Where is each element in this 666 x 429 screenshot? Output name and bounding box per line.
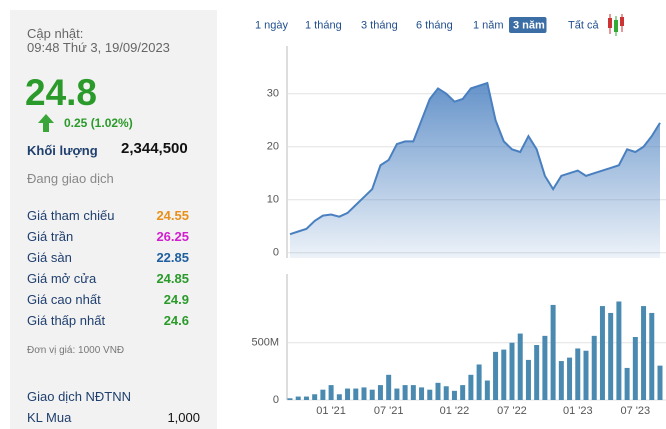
- stat-label: Giá trần: [27, 229, 74, 244]
- unit-note: Đơn vị giá: 1000 VNĐ: [27, 345, 125, 356]
- stat-label: Giá sàn: [27, 250, 72, 265]
- stat-label: Giá cao nhất: [27, 292, 101, 307]
- candle-icon: [608, 14, 624, 36]
- price-line: [289, 81, 661, 236]
- volume-bar: [657, 365, 663, 400]
- stat-value: 24.85: [156, 271, 189, 286]
- y-tick-label: 0: [273, 247, 279, 259]
- stat-value: 24.55: [156, 208, 189, 223]
- volume-bar: [287, 398, 293, 400]
- volume-bar: [312, 394, 318, 400]
- volume-bar: [377, 385, 383, 400]
- updated-time: 09:48 Thứ 3, 19/09/2023: [27, 40, 170, 55]
- volume-bar: [649, 312, 655, 400]
- tab[interactable]: 1 tháng: [305, 19, 342, 31]
- volume-value: 2,344,500: [121, 140, 188, 157]
- y-tick-label: 500M: [251, 337, 279, 349]
- volume-bar: [517, 333, 523, 400]
- volume-bar: [468, 374, 474, 400]
- volume-bar: [550, 304, 556, 400]
- volume-bar: [320, 389, 326, 400]
- volume-bar: [435, 382, 441, 400]
- info-panel: Cập nhật: 09:48 Thứ 3, 19/09/2023 24.8 0…: [10, 10, 217, 429]
- foreign-value: 1,000: [167, 410, 200, 425]
- x-tick-label: 01 '22: [440, 405, 470, 417]
- volume-bar: [427, 389, 433, 400]
- volume-label: Khối lượng: [27, 143, 98, 158]
- y-tick-label: 10: [267, 194, 279, 206]
- volume-bar: [525, 359, 531, 400]
- volume-bar: [451, 390, 457, 400]
- volume-bar: [369, 389, 375, 400]
- volume-bar: [353, 388, 359, 400]
- volume-bar: [616, 301, 622, 400]
- tab[interactable]: 1 năm: [473, 19, 504, 31]
- volume-bar: [632, 337, 638, 400]
- price-change: 0.25 (1.02%): [64, 116, 133, 130]
- status: Đang giao dịch: [27, 171, 114, 186]
- volume-bar: [419, 387, 425, 400]
- chart: 1 ngày 1 tháng 3 tháng 6 tháng 1 năm 3 năm Tất…: [251, 14, 666, 417]
- volume-bar: [501, 349, 507, 400]
- volume-bar: [558, 361, 564, 400]
- volume-bar: [493, 351, 499, 400]
- volume-bar: [402, 385, 408, 400]
- foreign-label: KL Mua: [27, 410, 72, 425]
- volume-bar: [591, 335, 597, 400]
- volume-bar: [534, 345, 540, 400]
- volume-bar: [361, 387, 367, 400]
- tab[interactable]: 3 tháng: [361, 19, 398, 31]
- x-tick-label: 07 '23: [621, 405, 651, 417]
- volume-bar: [509, 342, 515, 400]
- tab[interactable]: 1 ngày: [255, 19, 289, 31]
- tab[interactable]: Tất cả: [568, 19, 599, 31]
- x-tick-label: 01 '21: [316, 405, 346, 417]
- volume-bar: [410, 385, 416, 400]
- y-tick-label: 30: [267, 88, 279, 100]
- volume-bar: [484, 380, 490, 400]
- volume-bar: [386, 374, 392, 400]
- area-fill: [290, 83, 660, 258]
- volume-bar: [345, 388, 351, 400]
- volume-bar: [394, 388, 400, 400]
- volume-bar: [460, 385, 466, 400]
- volume-bar: [542, 335, 548, 400]
- stat-value: 24.6: [163, 313, 189, 328]
- foreign-title: Giao dịch NĐTNN: [27, 389, 132, 404]
- x-tick-label: 07 '22: [497, 405, 527, 417]
- volume-bar: [336, 394, 342, 400]
- updated-label: Cập nhật:: [27, 26, 84, 41]
- volume-bar: [641, 306, 647, 400]
- volume-bar: [328, 385, 334, 400]
- stat-label: Giá tham chiếu: [27, 208, 115, 223]
- volume-bar: [599, 306, 605, 400]
- volume-bar: [303, 396, 309, 400]
- tab[interactable]: 3 năm: [513, 19, 545, 31]
- tab[interactable]: 6 tháng: [416, 19, 453, 31]
- stat-value: 24.9: [163, 292, 189, 307]
- x-tick-label: 01 '23: [563, 405, 593, 417]
- volume-bar: [295, 396, 301, 400]
- up-arrow: [38, 114, 54, 132]
- y-tick-label: 0: [273, 394, 279, 406]
- stat-label: Giá mở cửa: [27, 271, 97, 286]
- volume-bar: [624, 367, 630, 400]
- tab-active-bg: [509, 17, 547, 33]
- stat-value: 22.85: [156, 250, 189, 265]
- volume-bar: [476, 364, 482, 400]
- volume-bar: [583, 350, 589, 400]
- volume-bar: [575, 348, 581, 400]
- stat-label: Giá thấp nhất: [27, 313, 106, 328]
- y-tick-label: 20: [267, 141, 279, 153]
- volume-bar: [443, 386, 449, 400]
- stat-value: 26.25: [156, 229, 189, 244]
- price: 24.8: [25, 72, 98, 113]
- volume-bar: [567, 357, 573, 400]
- x-tick-label: 07 '21: [374, 405, 404, 417]
- volume-bar: [608, 312, 614, 400]
